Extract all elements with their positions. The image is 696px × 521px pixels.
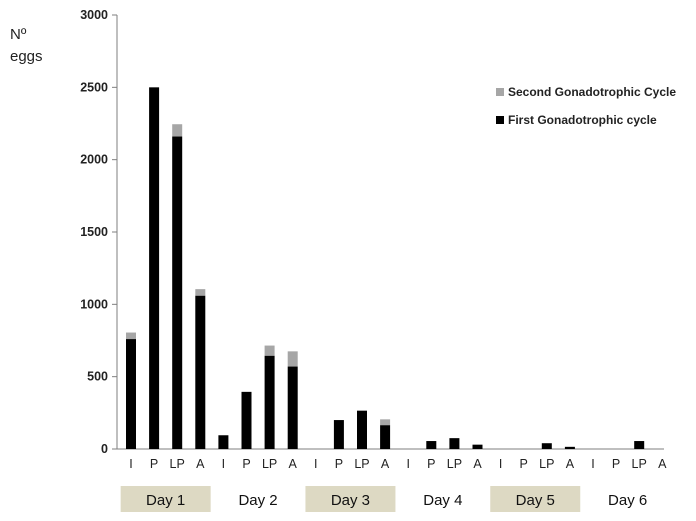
bar-first-cycle: [333, 420, 344, 449]
bar-first-cycle: [172, 136, 183, 449]
x-category-label: I: [591, 457, 594, 471]
bar-first-cycle: [426, 441, 437, 449]
bar-second-cycle: [380, 419, 391, 426]
x-category-label: I: [499, 457, 502, 471]
bar-first-cycle: [149, 87, 160, 449]
x-category-label: I: [314, 457, 317, 471]
bar-first-cycle: [564, 446, 575, 449]
y-axis-label-line1: Nº: [10, 26, 27, 43]
x-category-label: LP: [447, 457, 462, 471]
y-tick-label: 0: [101, 442, 108, 456]
bar-first-cycle: [541, 443, 552, 449]
x-category-label: P: [150, 457, 158, 471]
legend-swatch: [496, 116, 504, 124]
x-category-label: LP: [170, 457, 185, 471]
legend-label: First Gonadotrophic cycle: [508, 113, 657, 127]
y-tick-label: 2000: [80, 153, 108, 167]
x-category-label: LP: [354, 457, 369, 471]
day-group-label: Day 2: [238, 492, 277, 509]
x-category-label: P: [612, 457, 620, 471]
bar-first-cycle: [287, 366, 298, 449]
x-category-label: A: [473, 457, 482, 471]
y-axis-label-line2: eggs: [10, 48, 43, 65]
x-category-label: A: [566, 457, 575, 471]
bar-first-cycle: [195, 295, 206, 449]
y-tick-label: 3000: [80, 8, 108, 22]
x-category-label: I: [222, 457, 225, 471]
bar-first-cycle: [241, 391, 252, 449]
legend-swatch: [496, 88, 504, 96]
bar-second-cycle: [195, 289, 206, 296]
x-category-label: LP: [539, 457, 554, 471]
bar-second-cycle: [264, 345, 275, 356]
x-category-label: A: [658, 457, 667, 471]
x-category-label: A: [381, 457, 390, 471]
day-group-label: Day 3: [331, 492, 370, 509]
legend-label: Second Gonadotrophic Cycle: [508, 85, 676, 99]
bar-first-cycle: [449, 438, 460, 449]
day-group-label: Day 1: [146, 492, 185, 509]
bar-first-cycle: [264, 355, 275, 449]
day-group-label: Day 6: [608, 492, 647, 509]
x-category-label: LP: [262, 457, 277, 471]
x-category-label: P: [427, 457, 435, 471]
bar-first-cycle: [357, 410, 367, 449]
day-group-shade: [120, 486, 211, 512]
bar-second-cycle: [126, 332, 136, 340]
bar-second-cycle: [287, 351, 298, 367]
day-group-shade: [490, 486, 581, 512]
x-category-label: I: [129, 457, 132, 471]
x-category-label: P: [520, 457, 528, 471]
day-group-label: Day 4: [423, 492, 462, 509]
x-category-label: P: [335, 457, 343, 471]
y-tick-label: 1500: [80, 225, 108, 239]
bar-second-cycle: [172, 124, 183, 137]
bar-first-cycle: [472, 444, 483, 449]
x-category-label: LP: [632, 457, 647, 471]
day-group-shade: [305, 486, 396, 512]
bar-first-cycle: [634, 441, 645, 449]
bar-first-cycle: [218, 435, 229, 449]
x-category-label: A: [289, 457, 298, 471]
y-tick-label: 1000: [80, 297, 108, 311]
x-category-label: P: [242, 457, 250, 471]
y-tick-label: 500: [87, 370, 108, 384]
y-tick-label: 2500: [80, 80, 108, 94]
x-category-label: I: [406, 457, 409, 471]
bar-first-cycle: [126, 339, 136, 449]
x-category-label: A: [196, 457, 205, 471]
day-group-label: Day 5: [516, 492, 555, 509]
bar-first-cycle: [380, 425, 391, 449]
